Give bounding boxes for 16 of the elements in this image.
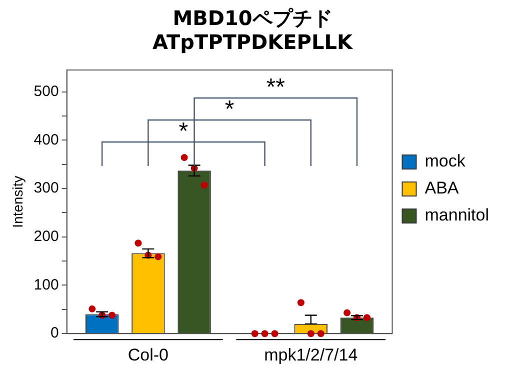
y-tick-label: 500	[34, 82, 59, 100]
x-tick-label: Col-0	[128, 345, 168, 364]
y-tick-label: 400	[34, 131, 59, 148]
legend-label: mannitol	[424, 206, 490, 225]
x-tick-label: mpk1/2/7/14	[264, 345, 358, 364]
y-tick-label: 200	[34, 228, 59, 246]
annotation: **	[266, 74, 285, 101]
annotation: *	[224, 96, 234, 123]
legend-label: ABA	[424, 178, 460, 198]
y-tick-label: 300	[34, 180, 59, 197]
y-tick-label: 100	[34, 276, 59, 294]
legend-label: mock	[424, 152, 466, 171]
annotation: *	[178, 118, 188, 145]
y-axis-title: Intensity	[9, 176, 26, 228]
chart-title: MBD10ペプチド ATpTPTPDKEPLLK	[152, 6, 354, 54]
y-tick-label: 0	[50, 324, 59, 342]
